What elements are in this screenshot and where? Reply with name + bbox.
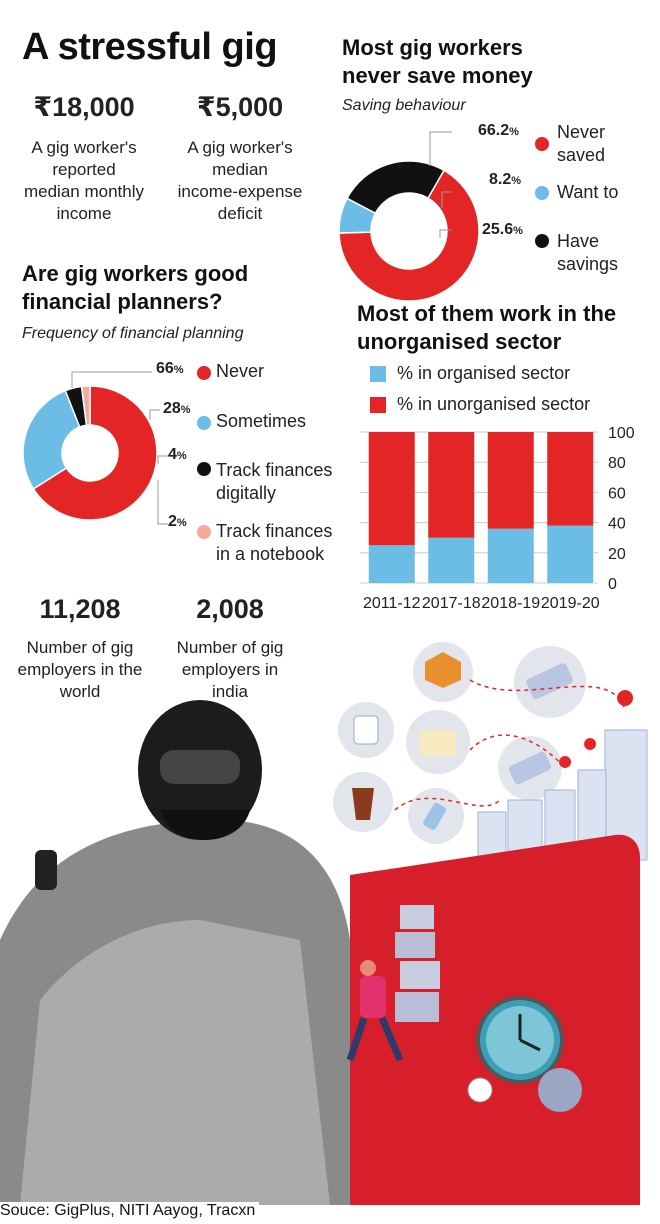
x-tick-label: 2017-18: [422, 595, 481, 612]
x-tick-label: 2011-12: [363, 595, 421, 612]
bar-unorganised-2018-19: [487, 432, 534, 529]
pct-digitally: 4%: [168, 446, 187, 463]
leader-line-want-to: [441, 191, 452, 208]
pct-notebook: 2%: [168, 513, 187, 530]
bar-organised-2019-20: [547, 525, 594, 583]
stat-caption: A gig worker's median income-expense def…: [177, 138, 303, 223]
planning-leader-lines: [71, 371, 168, 525]
planning-chart-title: Are gig workers good financial planners?: [22, 261, 249, 314]
location-pin-icon: [617, 690, 634, 720]
pct-sometimes: 28%: [163, 400, 191, 417]
delivery-illustration: [0, 642, 648, 1205]
stat-value: ₹5,000: [196, 92, 284, 122]
label-notebook: Track finances in a notebook: [216, 521, 333, 564]
legend-label-unorganised: % in unorganised sector: [397, 394, 591, 414]
stat-caption: A gig worker's reported median monthly i…: [23, 138, 144, 223]
gear-icon: [538, 1068, 582, 1112]
y-tick-label: 80: [608, 455, 626, 472]
bar-organised-2017-18: [428, 537, 475, 583]
legend-dot-never-saved: [535, 137, 549, 151]
bar-unorganised-2011-12: [368, 432, 415, 546]
y-tick-label: 60: [608, 485, 626, 502]
location-pin-icon: [584, 738, 597, 760]
location-pin-icon: [559, 756, 572, 778]
bar-unorganised-2017-18: [428, 432, 475, 538]
leader-line-never-saved: [429, 131, 452, 166]
pct-never: 66%: [156, 360, 184, 377]
leader-line-never: [71, 371, 152, 388]
stat-monthly-income: ₹18,000 A gig worker's reported median m…: [4, 92, 164, 225]
stat-caption: Number of gig employers in the world: [17, 638, 143, 701]
stat-gig-employers-world: 11,208 Number of gig employers in the wo…: [0, 594, 160, 703]
stat-value: 11,208: [39, 594, 121, 624]
planning-donut-chart: [22, 385, 158, 521]
savings-leader-lines: [429, 131, 452, 238]
bar-organised-2018-19: [487, 528, 534, 583]
legend-dot-sometimes: [197, 416, 211, 430]
y-tick-label: 0: [608, 576, 617, 593]
planning-slice-never: [32, 385, 158, 521]
label-never: Never: [216, 361, 265, 381]
y-tick-label: 100: [608, 425, 635, 442]
planning-slice-sometimes: [22, 389, 81, 490]
route-line: [469, 734, 566, 769]
legend-swatch-unorganised: [370, 397, 386, 413]
stat-gig-employers-india: 2,008 Number of gig employers in india: [150, 594, 310, 703]
legend-dot-digitally: [197, 462, 211, 476]
legend-dot-never: [197, 366, 211, 380]
bar-organised-2011-12: [368, 545, 415, 583]
savings-chart-title: Most gig workers never save money: [342, 35, 533, 88]
page-title: A stressful gig: [22, 26, 278, 68]
savings-slice-have-savings: [346, 160, 446, 215]
source-note: Souce: GigPlus, NITI Aayog, Tracxn: [0, 1202, 260, 1220]
pct-have-savings: 25.6%: [482, 221, 523, 238]
planning-slice-track-finances-in-a-notebook: [80, 385, 91, 427]
legend-dot-want-to: [535, 186, 549, 200]
leader-line-sometimes: [149, 409, 160, 420]
mirror: [35, 850, 57, 890]
label-sometimes: Sometimes: [216, 411, 307, 431]
legend-label-organised: % in organised sector: [397, 363, 571, 383]
x-tick-label: 2018-19: [481, 595, 540, 612]
planning-chart-subtitle: Frequency of financial planning: [22, 325, 244, 342]
parcel-stack-icon: [400, 905, 434, 929]
y-tick-label: 20: [608, 546, 626, 563]
y-tick-label: 40: [608, 516, 626, 533]
label-digitally: Track finances digitally: [216, 460, 333, 503]
label-have-savings: Have savings: [557, 231, 619, 274]
label-never-saved: Never saved: [557, 122, 606, 165]
stat-value: 2,008: [196, 594, 264, 624]
sector-bar-chart: 0 20 40 60 80 100 2011-12 2017-18 2018-19 2019-20: [360, 425, 635, 612]
stat-income-deficit: ₹5,000 A gig worker's median income-expe…: [160, 92, 320, 225]
leader-line-digitally: [157, 455, 168, 464]
pct-want-to: 8.2%: [489, 171, 522, 188]
stat-caption: Number of gig employers in india: [176, 638, 284, 701]
bar-unorganised-2019-20: [547, 432, 594, 526]
label-want-to: Want to: [557, 182, 619, 202]
stat-value: ₹18,000: [33, 92, 135, 122]
legend-swatch-organised: [370, 366, 386, 382]
savings-slice-never-saved: [338, 169, 480, 302]
leader-line-have-savings: [439, 229, 452, 238]
savings-chart-subtitle: Saving behaviour: [342, 97, 466, 114]
legend-dot-notebook: [197, 525, 211, 539]
x-tick-label: 2019-20: [541, 595, 600, 612]
sector-chart-title: Most of them work in the unorganised sec…: [357, 301, 617, 354]
worker-figure-icon: [360, 960, 376, 976]
savings-donut-chart: [338, 160, 480, 302]
legend-dot-have-savings: [535, 234, 549, 248]
leader-line-notebook: [157, 480, 168, 525]
pct-never-saved: 66.2%: [478, 122, 519, 139]
